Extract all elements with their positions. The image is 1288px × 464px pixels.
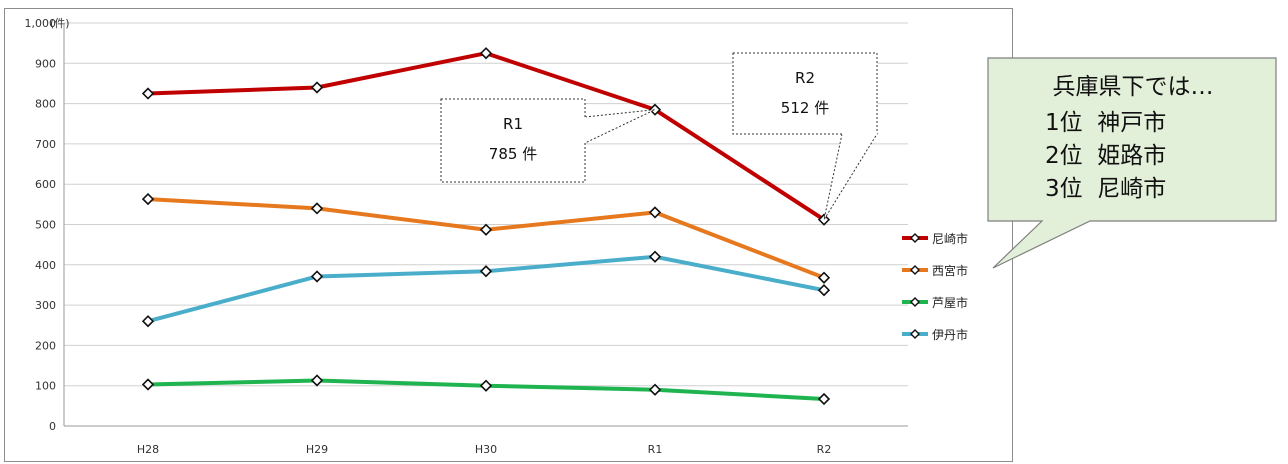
data-point (817, 284, 831, 297)
data-point (310, 374, 324, 387)
legend-label: 伊丹市 (932, 327, 968, 342)
callout-text: R1 (503, 115, 523, 133)
y-tick-label: 0 (49, 420, 56, 433)
y-tick-label: 900 (35, 57, 56, 70)
legend-marker (910, 297, 920, 307)
data-point (310, 202, 324, 215)
data-point (141, 315, 155, 328)
callout-box (440, 98, 586, 183)
callout-pointer (823, 133, 878, 220)
x-tick-label: H28 (137, 443, 159, 456)
legend-label: 西宮市 (932, 263, 968, 278)
data-point (817, 392, 831, 406)
data-point (141, 87, 155, 100)
legend-marker (910, 329, 920, 339)
legend-marker (910, 265, 920, 275)
legend-marker (910, 233, 920, 243)
y-tick-label: 700 (35, 138, 56, 151)
data-point (479, 47, 493, 60)
info-box (987, 57, 1277, 269)
data-point (479, 265, 493, 278)
y-tick-label: 100 (35, 380, 56, 393)
info-box-item: 1位 神戸市 (1045, 110, 1166, 136)
callout-pointer (584, 109, 656, 144)
data-point (141, 378, 155, 391)
callout-text: 785 件 (489, 145, 537, 163)
x-tick-label: R2 (817, 443, 832, 456)
callout-box (732, 52, 878, 135)
info-box-item: 2位 姫路市 (1045, 143, 1166, 169)
x-tick-label: R1 (648, 443, 663, 456)
y-tick-label: 800 (35, 98, 56, 111)
y-tick-label: 500 (35, 219, 56, 232)
data-point (310, 81, 324, 94)
callout-text: R2 (795, 69, 815, 87)
y-tick-label: 600 (35, 178, 56, 191)
data-point (479, 223, 493, 236)
legend-label: 尼崎市 (932, 231, 968, 246)
y-axis-unit: (件) (50, 17, 70, 30)
data-point (479, 379, 493, 392)
y-tick-label: 1,000 (25, 17, 57, 30)
data-point (817, 271, 831, 284)
x-tick-label: H30 (475, 443, 497, 456)
data-point (648, 383, 662, 396)
y-tick-label: 300 (35, 299, 56, 312)
y-tick-label: 400 (35, 259, 56, 272)
callout-text: 512 件 (781, 99, 829, 117)
data-point (141, 192, 155, 206)
data-point (310, 270, 324, 283)
data-point (648, 206, 662, 219)
info-box-title: 兵庫県下では… (1053, 74, 1214, 100)
x-tick-label: H29 (306, 443, 328, 456)
y-tick-label: 200 (35, 339, 56, 352)
info-box-item: 3位 尼崎市 (1045, 176, 1166, 202)
legend-label: 芦屋市 (932, 295, 968, 310)
data-point (648, 250, 662, 263)
